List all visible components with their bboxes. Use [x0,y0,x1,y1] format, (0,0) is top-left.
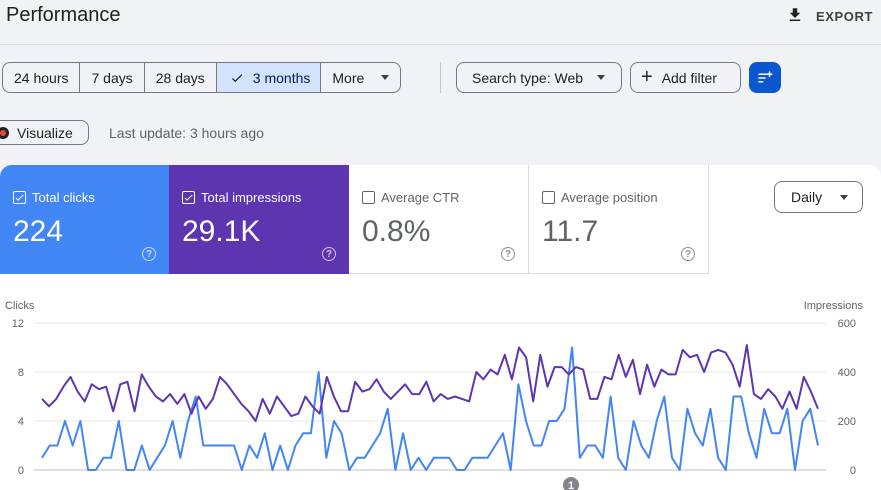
filter-list-icon [758,70,773,82]
add-filter-button[interactable]: + Add filter [630,62,741,93]
download-icon [786,6,804,27]
annotation-label: 1 [568,480,574,490]
metric-value: 224 [13,215,64,248]
right-axis-title: Impressions [804,300,864,312]
performance-card: Total clicks 224 ? Total impressions 29.… [0,165,881,490]
add-filter-label: Add filter [661,69,717,86]
metric-total-impressions[interactable]: Total impressions 29.1K ? [169,165,349,274]
visualize-icon [0,126,9,139]
chart-annotation-marker[interactable]: 1 [563,477,579,490]
metric-value: 11.7 [542,215,599,248]
performance-chart: Clicks Impressions 12 600 8 400 4 200 0 0 1 [5,300,864,490]
metric-average-position[interactable]: Average position 11.7 ? [529,165,709,274]
chart-gridlines [34,322,826,471]
caret-down-icon [597,75,606,80]
granularity-label: Daily [791,189,823,205]
caret-down-icon [840,194,849,200]
export-label: EXPORT [815,9,873,24]
page-title: Performance [6,4,121,26]
caret-down-icon [381,75,390,80]
range-more-dropdown[interactable]: More [321,63,400,92]
help-icon[interactable]: ? [322,247,336,261]
metric-label: Total impressions [201,190,302,205]
visualize-label: Visualize [17,124,73,141]
left-tick-label: 4 [18,416,24,428]
metric-value: 29.1K [182,215,261,248]
filter-settings-button[interactable] [749,62,781,93]
search-type-label: Search type: Web [472,69,584,86]
header: Performance EXPORT [0,0,881,45]
granularity-dropdown[interactable]: Daily [774,181,863,213]
range-7-days[interactable]: 7 days [80,63,145,92]
series-line-clicks [41,346,819,471]
chart-series [41,344,819,471]
checkbox-checked-icon [182,191,195,204]
checkbox-checked-icon [13,191,26,204]
metric-label: Average CTR [381,190,460,205]
visualize-button[interactable]: Visualize [0,120,89,145]
right-tick-label: 600 [838,318,856,330]
range-28-days[interactable]: 28 days [145,63,217,92]
metric-total-clicks[interactable]: Total clicks 224 ? [0,165,169,274]
left-tick-label: 0 [18,465,24,477]
range-more-label: More [332,69,365,86]
export-button[interactable]: EXPORT [786,6,873,27]
date-range-selector: 24 hours 7 days 28 days 3 months More [2,62,402,93]
check-icon [231,73,243,82]
chart-tick-labels: 12 600 8 400 4 200 0 0 [12,318,856,477]
range-3-months[interactable]: 3 months [216,63,322,92]
help-icon[interactable]: ? [501,247,515,261]
last-update-text: Last update: 3 hours ago [109,125,264,141]
range-3-months-label: 3 months [252,69,311,86]
metric-label: Total clicks [32,190,95,205]
left-axis-title: Clicks [5,300,35,312]
checkbox-unchecked-icon [542,191,555,204]
help-icon[interactable]: ? [142,247,156,261]
right-tick-label: 0 [850,465,856,477]
metric-value: 0.8% [362,215,431,248]
left-tick-label: 12 [12,318,24,330]
help-icon[interactable]: ? [681,247,695,261]
checkbox-unchecked-icon [362,191,375,204]
search-type-dropdown[interactable]: Search type: Web [456,62,622,93]
range-24-hours[interactable]: 24 hours [3,63,81,92]
metric-average-ctr[interactable]: Average CTR 0.8% ? [349,165,529,274]
right-tick-label: 200 [838,416,856,428]
toolbar-divider [440,62,441,93]
metric-label: Average position [561,190,658,205]
plus-icon: + [641,65,653,88]
series-line-impressions [41,344,819,422]
left-tick-label: 8 [18,367,24,379]
right-tick-label: 400 [838,367,856,379]
